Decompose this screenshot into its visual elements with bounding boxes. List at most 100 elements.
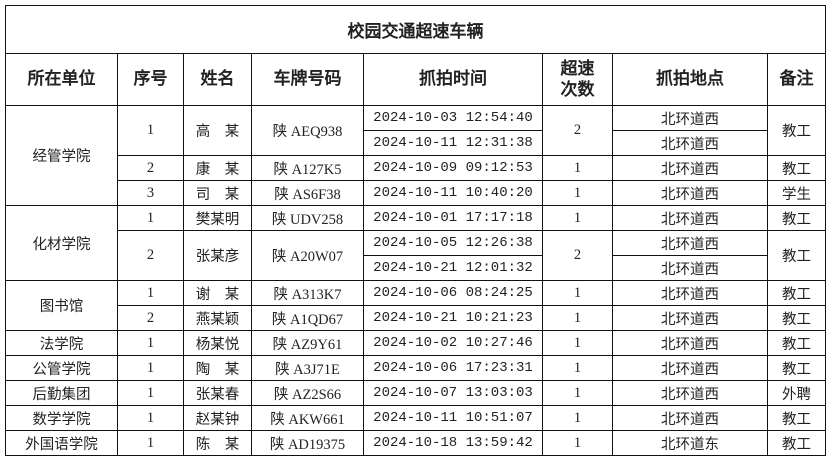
capture-location-cell: 北环道西 [612, 405, 768, 431]
seq-cell: 1 [117, 355, 184, 381]
speeding-count-cell: 1 [542, 330, 613, 356]
speeding-count-cell: 1 [542, 180, 613, 206]
note-cell: 教工 [767, 355, 826, 381]
capture-location-cell: 北环道西 [612, 255, 768, 281]
speeding-count-cell: 1 [542, 405, 613, 431]
name-cell: 陶 某 [183, 355, 252, 381]
capture-location-cell: 北环道西 [612, 130, 768, 156]
plate-cell: 陕 A20W07 [251, 230, 364, 281]
name-cell: 谢 某 [183, 280, 252, 306]
unit-cell: 经管学院 [5, 105, 118, 206]
header-location: 抓拍地点 [612, 53, 768, 106]
table-row: 2 张某彦陕 A20W07 2024-10-05 12:26:38 2 北环道西 教工 [6, 230, 826, 281]
table-row: 外国语学院 1 陈 某陕 AD19375 2024-10-18 13:59:42 1 北环… [5, 430, 826, 456]
note-cell: 教工 [767, 155, 826, 181]
name-cell: 杨某悦 [183, 330, 252, 356]
plate-cell: 陕 A3J71E [251, 355, 364, 381]
note-cell: 教工 [767, 305, 826, 331]
header-plate: 车牌号码 [251, 53, 364, 106]
name-cell: 康 某 [183, 155, 252, 181]
plate-cell: 陕 A313K7 [251, 280, 364, 306]
note-cell: 学生 [767, 180, 826, 206]
header-note: 备注 [767, 53, 826, 106]
capture-time-cell: 2024-10-11 10:51:07 [363, 405, 543, 431]
name-cell: 燕某颖 [183, 305, 252, 331]
plate-cell: 陕 AD19375 [251, 430, 364, 456]
seq-cell: 1 [117, 380, 184, 406]
speeding-count-cell: 1 [542, 280, 613, 306]
unit-cell: 外国语学院 [5, 430, 118, 456]
capture-time-cell: 2024-10-09 09:12:53 [363, 155, 543, 181]
plate-cell: 陕 A1QD67 [251, 305, 364, 331]
name-cell: 陈 某 [183, 430, 252, 456]
table-title: 校园交通超速车辆 [5, 5, 826, 54]
capture-time-cell: 2024-10-02 10:27:46 [363, 330, 543, 356]
capture-location-cell: 北环道西 [612, 280, 768, 306]
note-cell: 教工 [767, 230, 826, 281]
seq-cell: 1 [117, 405, 184, 431]
seq-cell: 1 [117, 280, 184, 306]
seq-cell: 1 [117, 430, 184, 456]
plate-cell: 陕 AS6F38 [251, 180, 364, 206]
table-body: 经管学院 1 高 某陕 AEQ938 2024-10-03 12:54:40 2 北环道西… [5, 105, 826, 456]
note-cell: 教工 [767, 405, 826, 431]
capture-time-cell: 2024-10-03 12:54:40 [363, 105, 543, 131]
table-row: 后勤集团 1 张某春陕 AZ2S66 2024-10-07 13:03:03 1 北环道西… [5, 380, 826, 406]
capture-location-cell: 北环道西 [612, 230, 768, 256]
capture-time-cell: 2024-10-11 12:31:38 [363, 130, 543, 156]
plate-cell: 陕 A127K5 [251, 155, 364, 181]
speeding-count-cell: 2 [542, 230, 613, 281]
name-cell: 赵某钟 [183, 405, 252, 431]
note-cell: 教工 [767, 280, 826, 306]
header-count: 超速 次数 [542, 53, 613, 106]
capture-time-cell: 2024-10-01 17:17:18 [363, 205, 543, 231]
unit-cell: 图书馆 [5, 280, 118, 331]
capture-time-cell: 2024-10-18 13:59:42 [363, 430, 543, 456]
capture-location-cell: 北环道西 [612, 155, 768, 181]
table-row: 2024-10-21 12:01:32 北环道西 [6, 255, 826, 281]
capture-location-cell: 北环道西 [612, 205, 768, 231]
header-row: 所在单位 序号 姓名 车牌号码 抓拍时间 超速 次数 抓拍地点 备注 [5, 53, 826, 106]
unit-cell: 后勤集团 [5, 380, 118, 406]
plate-cell: 陕 AEQ938 [251, 105, 364, 156]
speeding-vehicles-table: 校园交通超速车辆 所在单位 序号 姓名 车牌号码 抓拍时间 超速 次数 抓拍地点… [5, 5, 826, 456]
name-cell: 樊某明 [183, 205, 252, 231]
note-cell: 教工 [767, 105, 826, 156]
table-row: 图书馆 1 谢 某陕 A313K7 2024-10-06 08:24:25 1 北环道西教… [5, 280, 826, 331]
speeding-count-cell: 1 [542, 380, 613, 406]
table-row: 化材学院 1 樊某明陕 UDV258 2024-10-01 17:17:18 1 北环道西… [5, 205, 826, 281]
unit-cell: 数学学院 [5, 405, 118, 431]
capture-location-cell: 北环道西 [612, 330, 768, 356]
plate-cell: 陕 UDV258 [251, 205, 364, 231]
seq-cell: 1 [117, 105, 184, 156]
header-seq: 序号 [117, 53, 184, 106]
seq-cell: 1 [117, 330, 184, 356]
name-cell: 高 某 [183, 105, 252, 156]
capture-location-cell: 北环道东 [612, 430, 768, 456]
seq-cell: 2 [117, 155, 184, 181]
capture-time-cell: 2024-10-11 10:40:20 [363, 180, 543, 206]
header-name: 姓名 [183, 53, 252, 106]
capture-time-cell: 2024-10-21 12:01:32 [363, 255, 543, 281]
capture-location-cell: 北环道西 [612, 305, 768, 331]
speeding-count-cell: 1 [542, 355, 613, 381]
capture-time-cell: 2024-10-05 12:26:38 [363, 230, 543, 256]
capture-location-cell: 北环道西 [612, 180, 768, 206]
capture-location-cell: 北环道西 [612, 355, 768, 381]
seq-cell: 3 [117, 180, 184, 206]
capture-time-cell: 2024-10-21 10:21:23 [363, 305, 543, 331]
table-row: 公管学院 1 陶 某陕 A3J71E 2024-10-06 17:23:31 1 北环道西… [5, 355, 826, 381]
speeding-count-cell: 1 [542, 305, 613, 331]
plate-cell: 陕 AKW661 [251, 405, 364, 431]
capture-location-cell: 北环道西 [612, 105, 768, 131]
note-cell: 教工 [767, 205, 826, 231]
header-time: 抓拍时间 [363, 53, 543, 106]
speeding-count-cell: 1 [542, 205, 613, 231]
table-row: 经管学院 1 高 某陕 AEQ938 2024-10-03 12:54:40 2 北环道西… [5, 105, 826, 206]
table-row: 数学学院 1 赵某钟陕 AKW661 2024-10-11 10:51:07 1 北环道西… [5, 405, 826, 431]
table-row: 2024-10-11 12:31:38 北环道西 [6, 130, 826, 156]
name-cell: 张某彦 [183, 230, 252, 281]
header-unit: 所在单位 [5, 53, 118, 106]
